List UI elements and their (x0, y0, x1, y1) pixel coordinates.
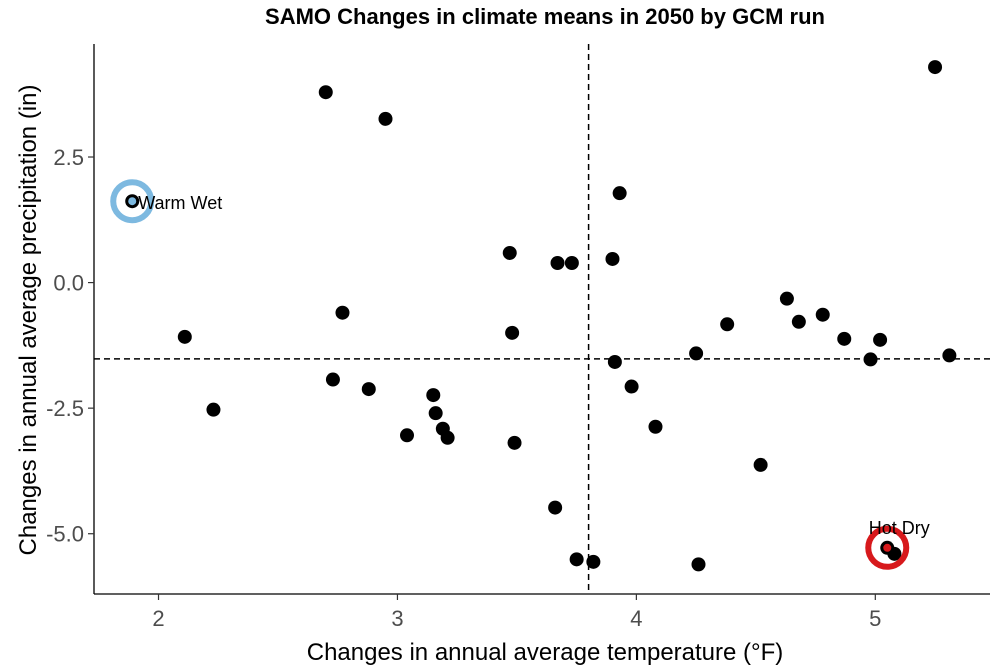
data-point (837, 331, 852, 346)
data-point (335, 305, 350, 320)
hot-dry-label: Hot Dry (869, 518, 930, 538)
data-point (550, 255, 565, 270)
data-point (928, 60, 943, 75)
warm-wet-highlight-dot (128, 197, 137, 206)
data-point (779, 291, 794, 306)
data-point (612, 186, 627, 201)
data-point (815, 307, 830, 322)
x-tick-label: 4 (630, 606, 642, 631)
x-axis-ticks: 2 3 4 5 (152, 594, 881, 631)
chart-title: SAMO Changes in climate means in 2050 by… (265, 4, 825, 29)
y-tick-label: 2.5 (53, 145, 84, 170)
data-point (720, 317, 735, 332)
y-tick-label: -2.5 (46, 396, 84, 421)
warm-wet-highlight-ring (110, 179, 155, 224)
x-tick-label: 2 (152, 606, 164, 631)
reference-lines (94, 44, 990, 594)
y-axis-title: Changes in annual average precipitation … (15, 85, 42, 556)
data-point (753, 457, 768, 472)
data-point (942, 348, 957, 363)
data-points (125, 60, 957, 572)
data-point (873, 332, 888, 347)
data-point (569, 552, 584, 567)
data-point (502, 245, 517, 260)
data-point (607, 354, 622, 369)
data-point (863, 352, 878, 367)
data-point (887, 546, 902, 561)
data-point (440, 430, 455, 445)
data-point (586, 554, 601, 569)
data-point (605, 251, 620, 266)
warm-wet-label: Warm Wet (138, 193, 222, 213)
y-tick-label: -5.0 (46, 522, 84, 547)
highlight-markers: Warm Wet Hot Dry (110, 179, 930, 570)
data-point (791, 314, 806, 329)
data-point (400, 428, 415, 443)
data-point (548, 500, 563, 515)
data-point (177, 329, 192, 344)
data-point (428, 406, 443, 421)
y-tick-label: 0.0 (53, 271, 84, 296)
data-point (648, 419, 663, 434)
hot-dry-highlight-dot (883, 543, 892, 552)
x-axis-title: Changes in annual average temperature (°… (307, 639, 784, 666)
data-point (426, 388, 441, 403)
data-point (507, 435, 522, 450)
data-point (689, 346, 704, 361)
x-tick-label: 3 (391, 606, 403, 631)
data-point (361, 382, 376, 397)
hot-dry-highlight-ring (865, 525, 910, 570)
data-point (624, 379, 639, 394)
data-point (505, 325, 520, 340)
y-axis-ticks: -5.0 -2.5 0.0 2.5 (46, 145, 94, 547)
data-point (378, 111, 393, 126)
data-point (318, 85, 333, 100)
data-point (691, 557, 706, 572)
data-point (206, 402, 221, 417)
x-tick-label: 5 (869, 606, 881, 631)
data-point (325, 372, 340, 387)
data-point (564, 255, 579, 270)
